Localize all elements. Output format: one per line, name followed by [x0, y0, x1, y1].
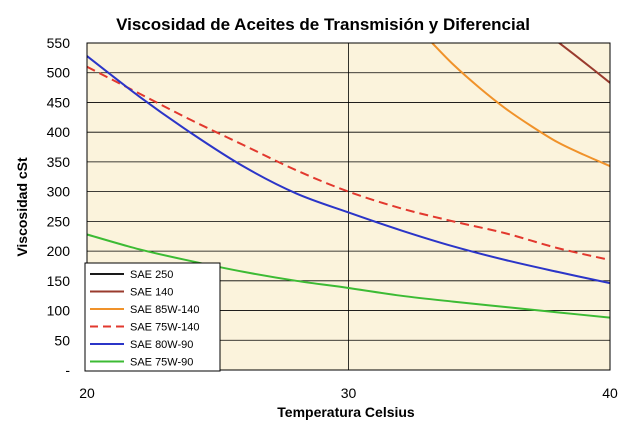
x-tick-label: 20	[79, 385, 95, 401]
legend-label: SAE 85W-140	[130, 304, 200, 316]
legend-box	[84, 262, 221, 372]
legend: SAE 250 SAE 140 SAE 85W-140 SAE 75W-140 SAE …	[84, 262, 221, 372]
y-tick-label: 300	[47, 184, 71, 200]
y-tick-label: 50	[54, 332, 70, 348]
y-tick-label: 500	[47, 65, 71, 81]
x-tick-label: 40	[602, 385, 618, 401]
series-line-sae-80w-90	[87, 55, 610, 285]
legend-label: SAE 75W-140	[130, 322, 200, 334]
legend-label: SAE 75W-90	[130, 357, 193, 369]
y-axis-ticks: - 50 100 150 200 250 300 350 400 450 500 550	[47, 35, 71, 378]
series-line-sae-85w-140	[431, 43, 610, 167]
y-tick-label: 450	[47, 94, 71, 110]
y-tick-label: -	[65, 362, 70, 378]
y-axis-label: Viscosidad cSt	[14, 157, 30, 257]
series-lines	[87, 43, 610, 319]
chart-title: Viscosidad de Aceites de Transmisión y D…	[116, 15, 530, 34]
x-tick-label: 30	[341, 385, 357, 401]
x-axis-label: Temperatura Celsius	[277, 404, 415, 420]
y-tick-label: 250	[47, 213, 71, 229]
y-tick-label: 200	[47, 243, 71, 259]
y-tick-label: 150	[47, 273, 71, 289]
legend-label: SAE 250	[130, 269, 173, 281]
series-line-sae-140	[557, 43, 610, 84]
y-tick-label: 550	[47, 35, 71, 51]
y-tick-label: 350	[47, 154, 71, 170]
legend-label: SAE 140	[130, 287, 173, 299]
x-axis-ticks: 20 30 40	[79, 385, 618, 401]
plot-border	[86, 42, 611, 371]
series-line-sae-75w-140	[87, 65, 610, 261]
y-tick-label: 100	[47, 303, 71, 319]
series-line-sae-75w-90	[87, 233, 610, 319]
y-tick-label: 400	[47, 124, 71, 140]
legend-label: SAE 80W-90	[130, 339, 193, 351]
